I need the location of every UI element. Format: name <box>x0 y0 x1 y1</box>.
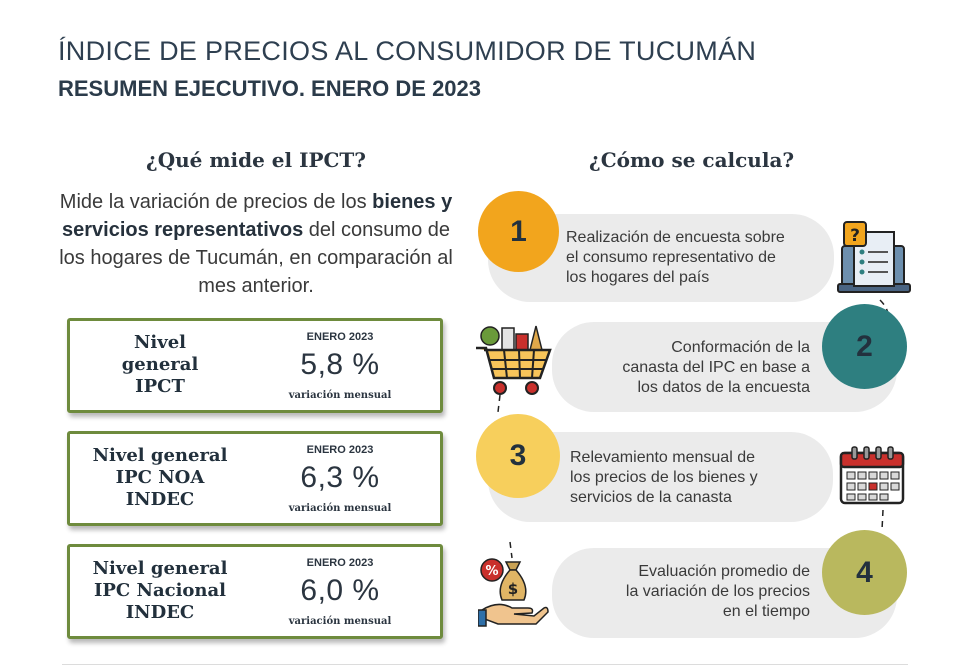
intro-paragraph: Mide la variación de precios de los bien… <box>52 188 460 300</box>
kpi-label-line: IPC Nacional <box>93 580 227 601</box>
step-text-line: los hogares del país <box>566 269 710 286</box>
kpi-month: ENERO 2023 <box>306 331 374 343</box>
left-heading: ¿Qué mide el IPCT? <box>146 148 366 172</box>
step-4-number: 4 <box>822 530 907 615</box>
step-text-line: los precios de los bienes y <box>570 469 758 486</box>
step-text-line: Evaluación promedio de <box>638 563 810 580</box>
step-4-text: Evaluación promedio de la variación de l… <box>570 562 810 622</box>
shopping-cart-icon <box>476 325 552 395</box>
step-text-line: el consumo representativo de <box>566 249 776 266</box>
page-subtitle: RESUMEN EJECUTIVO. ENERO DE 2023 <box>58 76 482 101</box>
kpi-value: 6,0 % <box>300 574 380 607</box>
survey-laptop-icon: ? <box>837 221 911 293</box>
money-bag-hand-icon: % $ <box>478 558 549 627</box>
kpi-value: 5,8 % <box>300 348 380 381</box>
kpi-label-line: INDEC <box>125 489 195 510</box>
intro-text-1: Mide la variación de precios de los <box>59 191 373 213</box>
kpi-note: variación mensual <box>288 390 392 401</box>
step-3-text: Relevamiento mensual de los precios de l… <box>570 448 820 508</box>
step-text-line: Relevamiento mensual de <box>570 449 755 466</box>
kpi-value: 6,3 % <box>300 461 380 494</box>
kpi-label: Nivel general IPC NOA INDEC <box>80 445 240 511</box>
intro-text-2: del consumo de los hogares de Tucumán, e… <box>59 219 453 297</box>
step-1-text: Realización de encuesta sobre el consumo… <box>566 228 821 288</box>
step-text-line: en el tiempo <box>722 603 810 620</box>
step-2-text: Conformación de la canasta del IPC en ba… <box>570 338 810 398</box>
step-text-line: servicios de la canasta <box>570 489 732 506</box>
kpi-note: variación mensual <box>288 616 392 627</box>
svg-text:$: $ <box>508 580 518 598</box>
kpi-month: ENERO 2023 <box>306 557 374 569</box>
kpi-label: Nivel general IPC Nacional INDEC <box>80 558 240 624</box>
intro-text-bold: bienes y servicios representativos <box>61 191 453 241</box>
kpi-label-line: IPC NOA <box>115 467 205 488</box>
kpi-label-line: Nivel <box>133 332 187 353</box>
svg-text:%: % <box>485 564 498 579</box>
kpi-label-line: INDEC <box>125 602 195 623</box>
right-heading: ¿Cómo se calcula? <box>589 148 795 172</box>
step-text-line: canasta del IPC en base a <box>622 359 810 376</box>
kpi-note: variación mensual <box>288 503 392 514</box>
page-title: ÍNDICE DE PRECIOS AL CONSUMIDOR DE TUCUM… <box>58 36 757 66</box>
kpi-label-line: Nivel general <box>92 445 228 466</box>
step-text-line: Conformación de la <box>671 339 810 356</box>
kpi-label: Nivel general IPCT <box>80 332 240 398</box>
step-text-line: los datos de la encuesta <box>637 379 810 396</box>
kpi-month: ENERO 2023 <box>306 444 374 456</box>
kpi-card-ipct: Nivel general IPCT ENERO 2023 5,8 % vari… <box>67 318 443 413</box>
step-2-number: 2 <box>822 304 907 389</box>
step-1-number: 1 <box>478 191 559 272</box>
kpi-label-line: Nivel general <box>92 558 228 579</box>
kpi-label-line: IPCT <box>135 376 185 397</box>
step-text-line: Realización de encuesta sobre <box>566 229 785 246</box>
bottom-divider <box>62 664 908 665</box>
kpi-card-ipc-nacional: Nivel general IPC Nacional INDEC ENERO 2… <box>67 544 443 639</box>
svg-text:?: ? <box>850 226 860 246</box>
kpi-label-line: general <box>121 354 199 375</box>
step-text-line: la variación de los precios <box>625 583 810 600</box>
calendar-icon <box>839 446 905 505</box>
step-3-number: 3 <box>476 414 560 498</box>
kpi-card-ipc-noa: Nivel general IPC NOA INDEC ENERO 2023 6… <box>67 431 443 526</box>
